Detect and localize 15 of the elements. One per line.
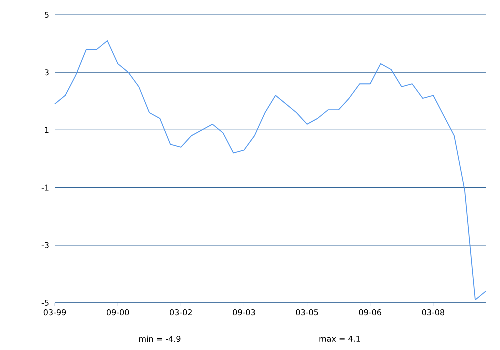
- y-tick-label: 3: [45, 70, 49, 76]
- y-tick-label: -3: [42, 242, 49, 248]
- x-tick-label: 09-00: [106, 310, 130, 316]
- x-tick-label: 03-02: [170, 310, 192, 316]
- x-tick-label: 03-05: [296, 310, 318, 316]
- x-tick-label: 09-03: [233, 310, 256, 316]
- text: max = 4.1: [320, 336, 360, 342]
- y-tick-label: 5: [45, 12, 49, 18]
- text: min = -4.9: [139, 336, 181, 342]
- x-tick-label: 09-06: [359, 310, 382, 316]
- y-tick-label: -1: [42, 184, 49, 191]
- x-tick-label: 03-08: [422, 310, 445, 316]
- y-tick-label: 1: [45, 127, 49, 134]
- y-tick-label: -5: [42, 300, 49, 306]
- x-tick-label: 03-99: [44, 310, 66, 316]
